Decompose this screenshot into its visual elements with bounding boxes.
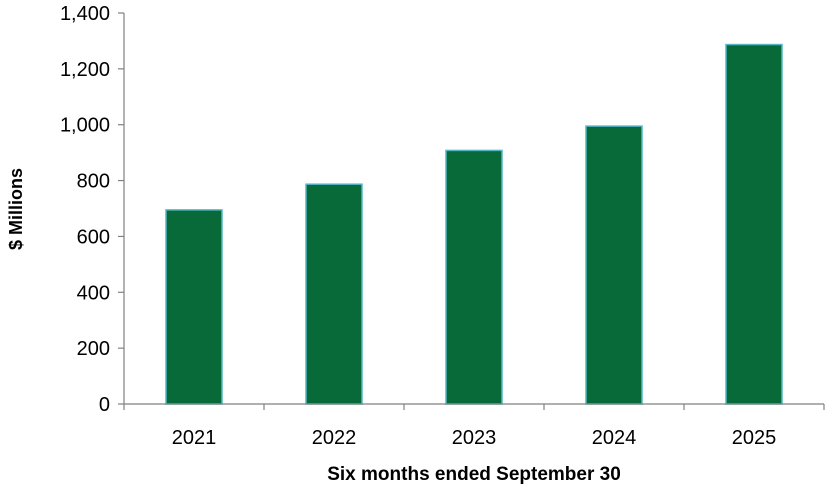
y-tick-label: 800 (77, 171, 110, 193)
bar-2025 (725, 43, 783, 405)
y-tick-label: 1,400 (60, 3, 110, 25)
x-tick-label: 2023 (452, 427, 497, 449)
x-tick-label: 2022 (312, 427, 357, 449)
x-tick-label: 2021 (172, 427, 217, 449)
x-axis-ticks: 2021 2022 2023 2024 2025 (123, 404, 825, 449)
y-tick-label: 0 (99, 394, 110, 416)
x-tick-label: 2024 (592, 427, 637, 449)
y-axis-ticks: 0 200 400 600 800 1,000 1,200 1,400 (60, 3, 124, 416)
y-tick-label: 200 (77, 338, 110, 360)
bars-group (165, 43, 783, 405)
y-tick-label: 1,200 (60, 59, 110, 81)
bar-2024 (585, 125, 643, 405)
bar-2023 (445, 149, 503, 405)
y-tick-label: 400 (77, 282, 110, 304)
y-axis-title: $ Millions (6, 168, 26, 250)
y-tick-label: 600 (77, 226, 110, 248)
x-axis-title: Six months ended September 30 (327, 464, 621, 485)
bar-2022 (305, 183, 363, 405)
bar-2021 (165, 209, 223, 405)
y-tick-label: 1,000 (60, 115, 110, 137)
x-tick-label: 2025 (732, 427, 777, 449)
